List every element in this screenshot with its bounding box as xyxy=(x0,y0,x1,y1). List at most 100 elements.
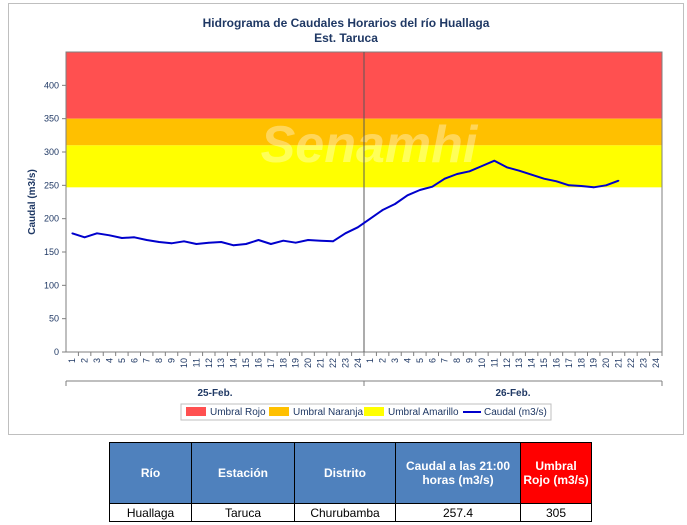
y-tick-label: 400 xyxy=(44,80,59,90)
x-tick-label: 23 xyxy=(340,358,350,368)
table-row: Huallaga Taruca Churubamba 257.4 305 xyxy=(109,503,592,522)
data-point xyxy=(245,243,247,245)
x-tick-label: 15 xyxy=(539,358,549,368)
x-tick-label: 18 xyxy=(576,358,586,368)
x-tick-label: 20 xyxy=(303,358,313,368)
data-point xyxy=(456,173,458,175)
data-point xyxy=(356,226,359,229)
x-tick-label: 17 xyxy=(266,358,276,368)
data-point xyxy=(257,239,260,241)
x-tick-label: 6 xyxy=(427,358,437,363)
data-point xyxy=(394,203,396,205)
data-point xyxy=(369,217,372,220)
x-tick-label: 13 xyxy=(216,358,226,368)
data-point xyxy=(195,243,198,245)
data-point xyxy=(282,239,285,242)
header-caudal: Caudal a las 21:00 horas (m3/s) xyxy=(395,442,521,504)
data-point xyxy=(505,166,508,169)
x-tick-label: 4 xyxy=(104,358,114,363)
x-tick-label: 7 xyxy=(440,358,450,363)
y-tick-label: 300 xyxy=(44,147,59,157)
data-point xyxy=(543,177,545,180)
x-tick-label: 5 xyxy=(117,358,127,363)
x-tick-label: 9 xyxy=(167,358,177,363)
legend-entry: Umbral Rojo xyxy=(210,407,266,418)
data-point xyxy=(605,184,607,187)
data-point xyxy=(518,169,521,172)
x-tick-label: 12 xyxy=(204,358,214,368)
data-point xyxy=(71,232,74,235)
legend-swatch xyxy=(269,407,289,416)
data-point xyxy=(381,209,384,211)
y-tick-label: 200 xyxy=(44,214,59,224)
data-point xyxy=(270,243,272,245)
data-point xyxy=(481,165,483,167)
x-tick-label: 2 xyxy=(378,358,388,363)
cell-umbral-rojo: 305 xyxy=(520,503,592,522)
x-tick-label: 14 xyxy=(527,358,537,368)
data-point xyxy=(133,236,136,239)
data-point xyxy=(294,241,297,244)
x-tick-label: 8 xyxy=(452,358,462,363)
header-estacion: Estación xyxy=(191,442,295,504)
x-tick-label: 3 xyxy=(390,358,400,363)
data-point xyxy=(431,185,434,188)
chart-frame: Hidrograma de Caudales Horarios del río … xyxy=(8,3,684,435)
data-point xyxy=(170,242,173,245)
data-point xyxy=(158,241,160,243)
table-header-row: Río Estación Distrito Caudal a las 21:00… xyxy=(109,442,592,504)
y-tick-label: 100 xyxy=(44,280,59,290)
x-tick-label: 24 xyxy=(353,358,363,368)
legend-swatch xyxy=(186,407,206,416)
data-point xyxy=(220,241,223,243)
data-point xyxy=(530,173,533,176)
x-tick-label: 9 xyxy=(465,358,475,363)
data-point xyxy=(406,194,409,197)
data-point xyxy=(592,186,595,189)
cell-distrito: Churubamba xyxy=(294,503,396,522)
x-tick-label: 15 xyxy=(241,358,251,368)
y-tick-label: 50 xyxy=(49,314,59,324)
x-tick-label: 20 xyxy=(601,358,611,368)
cell-estacion: Taruca xyxy=(191,503,295,522)
chart-subtitle: Est. Taruca xyxy=(314,31,378,45)
y-tick-label: 350 xyxy=(44,114,59,124)
x-tick-label: 14 xyxy=(229,358,239,368)
x-tick-label: 13 xyxy=(514,358,524,368)
data-point xyxy=(319,239,322,242)
x-tick-label: 3 xyxy=(92,358,102,363)
x-tick-label: 11 xyxy=(191,358,201,367)
x-tick-label: 17 xyxy=(564,358,574,368)
y-tick-label: 250 xyxy=(44,180,59,190)
x-tick-label: 21 xyxy=(614,358,624,368)
data-point xyxy=(468,170,471,173)
x-tick-label: 16 xyxy=(253,358,263,368)
data-point xyxy=(493,159,496,162)
day-label: 26-Feb. xyxy=(495,388,530,399)
data-point xyxy=(419,189,421,191)
x-tick-label: 19 xyxy=(589,358,599,368)
x-tick-label: 5 xyxy=(415,358,425,363)
data-point xyxy=(96,232,98,235)
data-point xyxy=(232,244,235,247)
x-tick-label: 2 xyxy=(80,358,90,363)
x-tick-label: 11 xyxy=(489,358,499,367)
data-point xyxy=(443,177,446,180)
x-tick-label: 18 xyxy=(278,358,288,368)
legend-entry: Umbral Amarillo xyxy=(388,407,459,418)
x-tick-label: 1 xyxy=(365,358,375,363)
x-tick-label: 22 xyxy=(328,358,338,368)
x-tick-label: 1 xyxy=(67,358,77,363)
data-point xyxy=(344,232,347,235)
data-point xyxy=(617,179,620,182)
x-tick-label: 16 xyxy=(551,358,561,368)
x-tick-label: 10 xyxy=(179,358,189,368)
data-point xyxy=(183,240,185,243)
x-tick-label: 21 xyxy=(316,358,326,368)
x-tick-label: 23 xyxy=(638,358,648,368)
data-point xyxy=(568,184,570,187)
x-tick-label: 24 xyxy=(651,358,661,368)
x-tick-label: 22 xyxy=(626,358,636,368)
legend-swatch xyxy=(364,407,384,416)
data-point xyxy=(121,237,123,239)
